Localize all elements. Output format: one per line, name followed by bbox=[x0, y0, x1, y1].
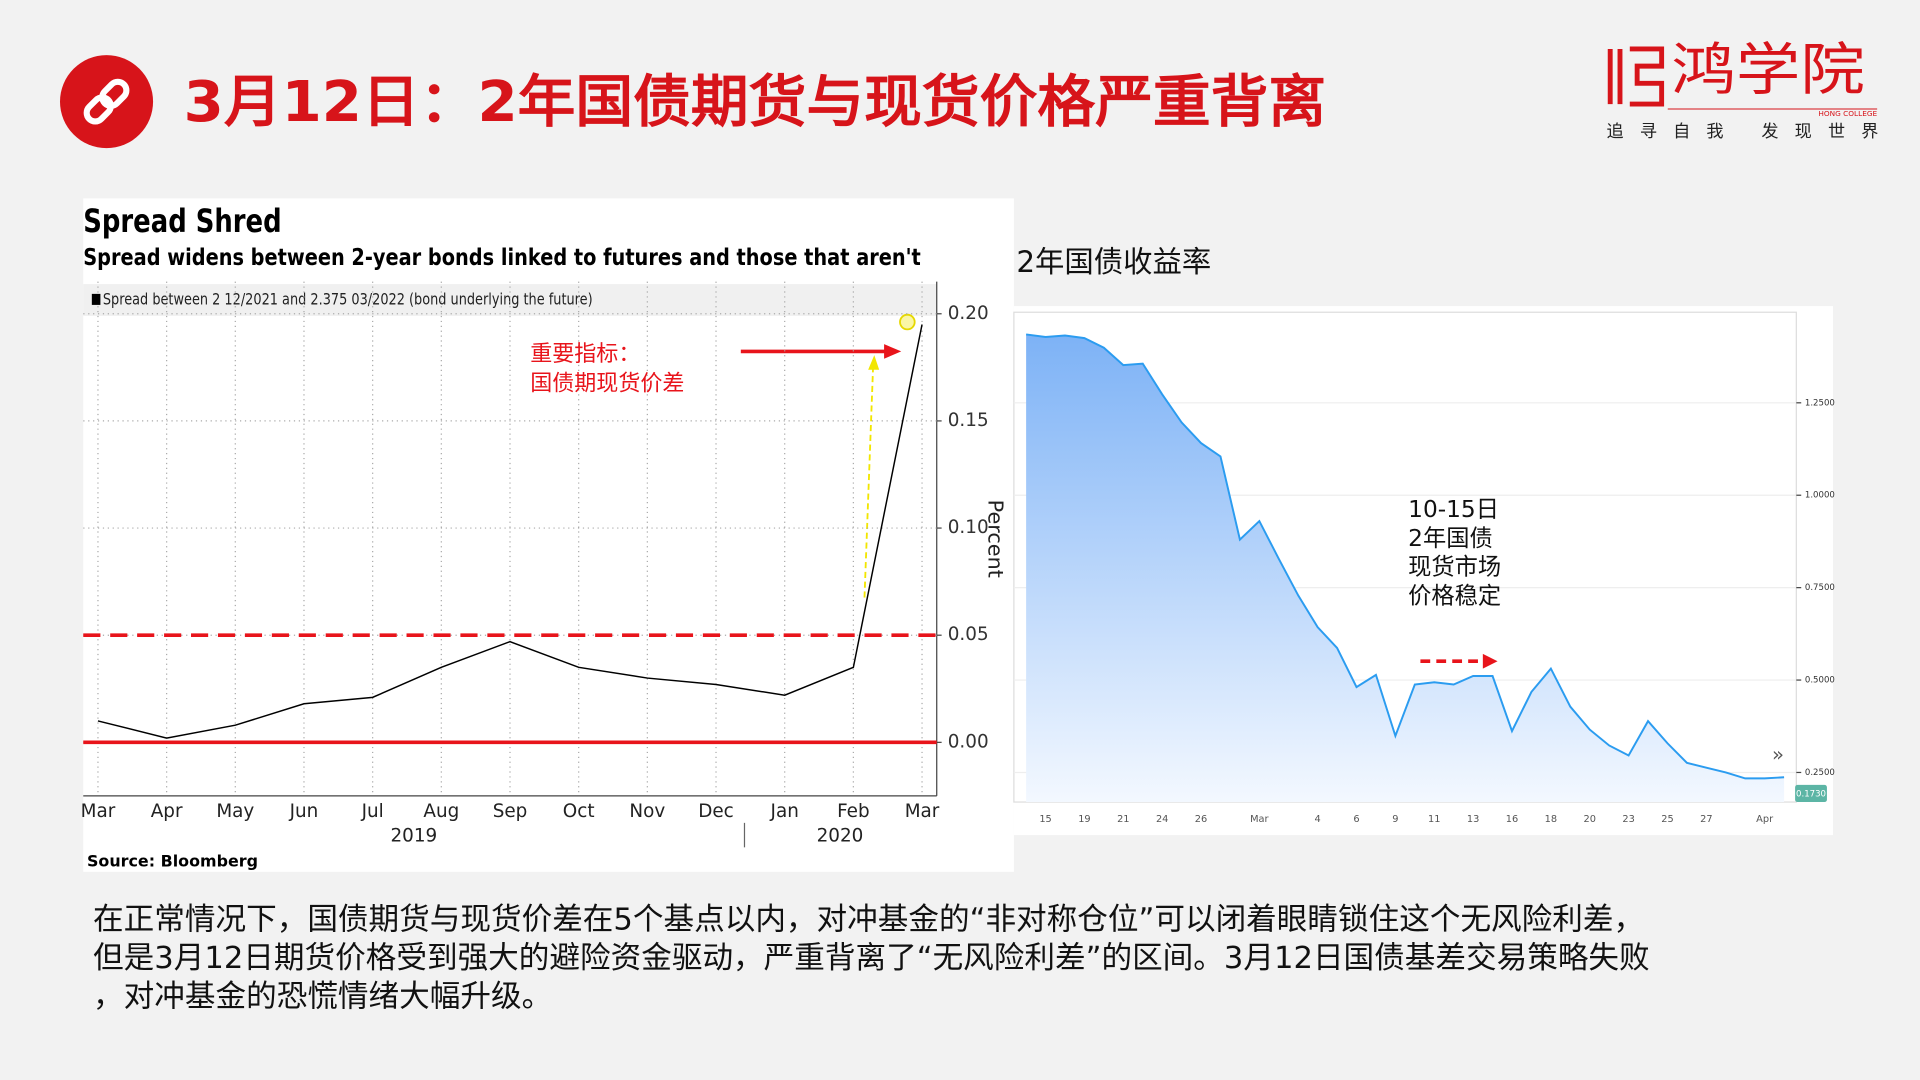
x-tick-label: 11 bbox=[1428, 814, 1440, 825]
logo-mark bbox=[1607, 46, 1665, 107]
x-tick-label: Oct bbox=[563, 801, 595, 822]
x-tick-label: 26 bbox=[1195, 814, 1207, 825]
y-tick-label: 0.15 bbox=[948, 410, 989, 431]
x-tick-label: 18 bbox=[1545, 814, 1557, 825]
y-axis-label: Percent bbox=[983, 500, 1007, 578]
arrow-head bbox=[1482, 653, 1498, 669]
legend-band bbox=[83, 284, 937, 316]
legend-swatch bbox=[91, 293, 101, 305]
x-tick-label: 21 bbox=[1117, 814, 1129, 825]
body-text: 在正常情况下，国债期货与现货价差在5个基点以内，对冲基金的“非对称仓位”可以闭着… bbox=[93, 902, 1650, 1014]
x-tick-label: Jan bbox=[770, 801, 799, 822]
x-tick-label: Mar bbox=[81, 801, 116, 822]
logo-name: 鸿学院 bbox=[1671, 40, 1864, 102]
annotation: 2年国债 bbox=[1408, 525, 1493, 552]
yellow-arrow bbox=[863, 367, 874, 598]
x-tick-label: 16 bbox=[1506, 814, 1518, 825]
x-tick-label: 27 bbox=[1700, 814, 1712, 825]
y-tick-label: 1.2500 bbox=[1805, 398, 1835, 408]
last-value-badge bbox=[1795, 784, 1827, 803]
y-tick-label: 0.5000 bbox=[1805, 676, 1835, 686]
x-tick-label: Apr bbox=[1756, 814, 1774, 825]
x-tick-label: Dec bbox=[698, 801, 734, 822]
x-tick-label: 25 bbox=[1661, 814, 1673, 825]
y-tick-label: 1.0000 bbox=[1805, 491, 1835, 501]
chart-title: Spread Shred bbox=[83, 202, 281, 240]
x-tick-label: Aug bbox=[423, 801, 459, 822]
x-tick-label: 4 bbox=[1315, 814, 1321, 825]
y-tick-label: 0.00 bbox=[948, 731, 989, 752]
x-tick-label: Mar bbox=[1250, 814, 1269, 825]
x-tick-label: 15 bbox=[1039, 814, 1051, 825]
last-value-label: 0.1730 bbox=[1796, 790, 1826, 800]
x-tick-label: 9 bbox=[1392, 814, 1398, 825]
x-tick-label: 13 bbox=[1467, 814, 1479, 825]
y-tick-label: 0.2500 bbox=[1805, 768, 1835, 778]
y-tick-label: 0.05 bbox=[948, 624, 989, 645]
y-tick-label: 0.10 bbox=[948, 517, 989, 538]
x-tick-label: Nov bbox=[629, 801, 665, 822]
annotation: 重要指标： bbox=[530, 342, 640, 367]
series-line bbox=[1025, 333, 1785, 780]
series-area bbox=[1026, 334, 1785, 803]
source: Source: Bloomberg bbox=[87, 852, 258, 871]
peak-highlight bbox=[899, 313, 916, 331]
y-tick-label: 0.20 bbox=[948, 303, 989, 324]
year-label: 2019 bbox=[391, 825, 438, 846]
x-tick-label: Jul bbox=[361, 801, 384, 822]
x-tick-label: Mar bbox=[905, 801, 940, 822]
scroll-icon: » bbox=[1772, 743, 1784, 766]
chart-subtitle: Spread widens between 2-year bonds linke… bbox=[83, 244, 921, 271]
year-label: 2020 bbox=[817, 825, 864, 846]
series-line bbox=[97, 324, 923, 739]
body-line: ，对冲基金的恐慌情绪大幅升级。 bbox=[93, 979, 552, 1014]
x-tick-label: Sep bbox=[493, 801, 528, 822]
y-tick-label: 0.7500 bbox=[1805, 583, 1835, 593]
link-icon bbox=[83, 78, 130, 125]
annotation: 价格稳定 bbox=[1408, 582, 1501, 609]
x-tick-label: 24 bbox=[1156, 814, 1168, 825]
x-tick-label: Apr bbox=[151, 801, 183, 822]
legend-label: Spread between 2 12/2021 and 2.375 03/20… bbox=[103, 290, 593, 309]
body-line: 在正常情况下，国债期货与现货价差在5个基点以内，对冲基金的“非对称仓位”可以闭着… bbox=[93, 902, 1644, 937]
annotation: 国债期现货价差 bbox=[530, 371, 684, 396]
x-tick-label: May bbox=[216, 801, 254, 822]
x-tick-label: Jun bbox=[289, 801, 319, 822]
chart-title: 2年国债收益率 bbox=[1016, 245, 1211, 279]
arrow-head bbox=[884, 344, 902, 359]
slide-title: 3月12日：2年国债期货与现货价格严重背离 bbox=[184, 70, 1326, 135]
logo-english: HONG COLLEGE bbox=[1818, 109, 1877, 118]
x-tick-label: 19 bbox=[1078, 814, 1090, 825]
logo-slogan: 追寻自我 发现世界 bbox=[1607, 122, 1879, 142]
annotation: 现货市场 bbox=[1408, 554, 1501, 581]
annotation: 10-15日 bbox=[1408, 496, 1499, 523]
body-line: 但是3月12日期货价格受到强大的避险资金驱动，严重背离了“无风险利差”的区间。3… bbox=[93, 941, 1650, 976]
x-tick-label: 23 bbox=[1622, 814, 1634, 825]
yellow-arrow-head bbox=[868, 355, 880, 370]
x-tick-label: 6 bbox=[1353, 814, 1359, 825]
x-tick-label: 20 bbox=[1584, 814, 1596, 825]
x-tick-label: Feb bbox=[837, 801, 870, 822]
